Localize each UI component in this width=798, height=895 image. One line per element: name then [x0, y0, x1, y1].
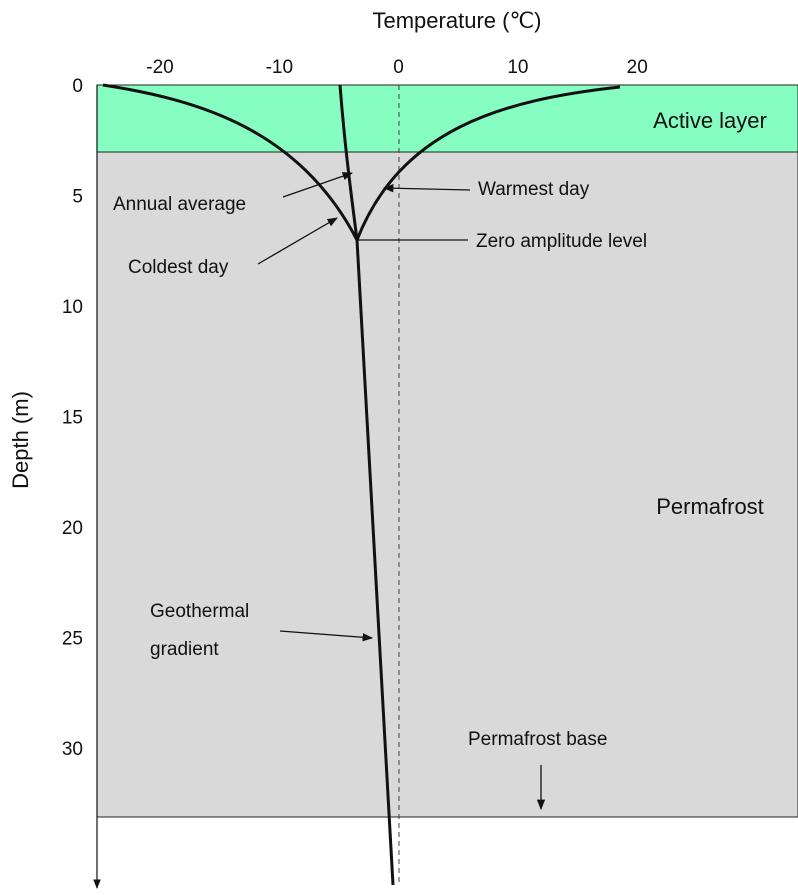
x-ticks: -20 -10 0 10 20	[146, 57, 648, 78]
arrow	[282, 172, 353, 198]
arrows	[257, 172, 546, 811]
y-tick-label: 0	[72, 76, 83, 97]
label: Geothermal	[150, 601, 249, 622]
x-title: Temperature (℃)	[373, 8, 542, 33]
y-tick-label: 15	[62, 408, 83, 429]
y-tick-label: 20	[62, 518, 83, 539]
permafrost-band	[96, 151, 798, 818]
arrow	[382, 184, 471, 193]
annual-curve	[338, 84, 359, 241]
y-ticks: 0 5 10 15 20 25 30	[62, 76, 83, 760]
label: Coldest day	[128, 257, 229, 278]
coldest-curve	[102, 83, 359, 241]
label: Active layer	[653, 108, 767, 133]
y-tick-label: 5	[72, 187, 83, 208]
warmest-curve	[355, 85, 621, 241]
x-tick-label: 20	[627, 57, 648, 78]
x-tick-label: 10	[507, 57, 528, 78]
y-title: Depth (m)	[8, 391, 33, 489]
y-tick-label: 10	[62, 297, 83, 318]
arrow	[279, 630, 374, 642]
label: gradient	[150, 639, 219, 660]
y-tick-label: 25	[62, 629, 83, 650]
label: Warmest day	[478, 179, 590, 200]
y-tick-label: 30	[62, 739, 83, 760]
x-tick-label: 0	[393, 57, 404, 78]
label: Permafrost base	[468, 729, 607, 750]
geothermal-curve	[355, 239, 395, 886]
arrow	[257, 217, 338, 265]
x-tick-label: -20	[146, 57, 173, 78]
curves	[102, 83, 621, 886]
label: Permafrost	[656, 494, 764, 519]
active-layer-band	[96, 84, 798, 153]
label: Zero amplitude level	[476, 231, 647, 252]
label: Annual average	[113, 194, 246, 215]
x-tick-label: -10	[266, 57, 293, 78]
